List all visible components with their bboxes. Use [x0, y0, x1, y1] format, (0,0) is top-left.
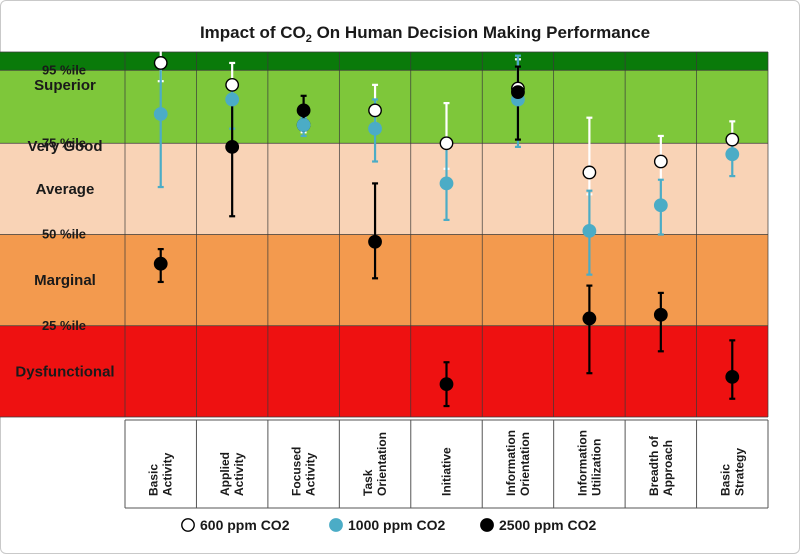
legend-marker-600-ppm-co2 [181, 518, 195, 532]
data-point-1000-ppm-co2-3 [368, 121, 382, 136]
data-point-600-ppm-co2-3 [368, 103, 382, 118]
data-point-2500-ppm-co2-8 [725, 369, 740, 384]
category-label-line: Task [361, 469, 375, 496]
category-label-line: Activity [161, 452, 175, 496]
band-label-very-good: Very Good [27, 138, 102, 155]
category-label-focused-activity: FocusedActivity [290, 447, 318, 496]
category-label-line: Utilization [589, 439, 603, 496]
band-label-marginal: Marginal [34, 272, 96, 289]
category-label-line: Initiative [440, 447, 454, 496]
data-point-600-ppm-co2-8 [725, 132, 740, 147]
category-label-line: Information [575, 430, 589, 496]
band-labels: Superior Very Good Average Marginal Dysfunct… [15, 77, 114, 380]
point-group-2500-ppm-co2-8 [729, 339, 736, 400]
category-label-basic-strategy: BasicStrategy [718, 448, 746, 496]
data-point-1000-ppm-co2-6 [582, 223, 597, 238]
category-label-line: Information [504, 430, 518, 496]
data-point-2500-ppm-co2-7 [653, 307, 668, 322]
data-point-600-ppm-co2-0 [153, 56, 168, 70]
category-label-line: Focused [290, 447, 304, 496]
category-axis: BasicActivity AppliedActivity FocusedActiv… [147, 430, 747, 496]
data-point-1000-ppm-co2-7 [653, 198, 668, 213]
percentile-label-25-ile: 25 %ile [42, 318, 86, 333]
data-point-2500-ppm-co2-4 [439, 377, 454, 392]
category-label-information-orientation: InformationOrientation [504, 430, 532, 496]
percentile-label-75-ile: 75 %ile [42, 135, 86, 150]
category-label-initiative: Initiative [440, 447, 454, 496]
category-label-breadth-of-approach: Breadth ofApproach [647, 435, 675, 496]
legend-marker-2500-ppm-co2 [480, 518, 494, 532]
category-label-task-orientation: TaskOrientation [361, 432, 389, 496]
category-label-information-utilization: InformationUtilization [575, 430, 603, 496]
category-label-line: Approach [661, 440, 675, 496]
category-label-line: Orientation [375, 432, 389, 496]
category-gridlines [0, 51, 769, 509]
chart-title: Impact of CO2 On Human Decision Making P… [200, 23, 650, 45]
legend-label-1000-ppm-co2: 1000 ppm CO2 [348, 517, 445, 533]
data-point-1000-ppm-co2-2 [296, 118, 311, 132]
data-point-2500-ppm-co2-6 [582, 311, 597, 326]
category-label-line: Applied [218, 452, 232, 496]
category-label-line: Basic [718, 464, 732, 496]
category-label-line: Activity [304, 452, 318, 496]
band-very-good [0, 70, 768, 144]
band-label-superior: Superior [34, 77, 96, 94]
category-label-line: Strategy [732, 448, 746, 496]
data-point-2500-ppm-co2-1 [225, 139, 240, 154]
band-superior [0, 52, 768, 71]
point-group-2500-ppm-co2-6 [586, 284, 593, 375]
percentile-label-50-ile: 50 %ile [42, 227, 86, 242]
category-label-line: Basic [147, 464, 161, 496]
data-point-600-ppm-co2-6 [582, 165, 597, 180]
point-group-2500-ppm-co2-3 [372, 182, 379, 280]
band-dysfunctional [0, 325, 768, 417]
data-point-2500-ppm-co2-3 [368, 234, 382, 249]
legend: 600 ppm CO2 1000 ppm CO2 2500 ppm CO2 [181, 517, 596, 533]
data-point-2500-ppm-co2-5 [511, 85, 525, 100]
data-point-1000-ppm-co2-0 [153, 107, 168, 121]
legend-marker-1000-ppm-co2 [329, 518, 343, 532]
category-label-basic-activity: BasicActivity [147, 452, 175, 496]
legend-label-600-ppm-co2: 600 ppm CO2 [200, 517, 290, 533]
data-point-600-ppm-co2-1 [225, 77, 240, 92]
data-point-1000-ppm-co2-1 [225, 92, 240, 107]
point-group-2500-ppm-co2-7 [657, 291, 664, 353]
data-point-1000-ppm-co2-4 [439, 176, 454, 191]
band-label-dysfunctional: Dysfunctional [15, 363, 114, 380]
percentile-labels: 95 %ile 75 %ile 50 %ile 25 %ile [42, 62, 86, 333]
data-point-600-ppm-co2-4 [439, 136, 454, 151]
performance-bands [0, 52, 768, 417]
category-label-applied-activity: AppliedActivity [218, 452, 246, 496]
band-label-average: Average [36, 181, 95, 198]
legend-label-2500-ppm-co2: 2500 ppm CO2 [499, 517, 596, 533]
category-label-line: Activity [232, 452, 246, 496]
category-label-line: Orientation [518, 432, 532, 496]
data-point-2500-ppm-co2-0 [153, 256, 168, 271]
category-label-line: Breadth of [647, 435, 661, 496]
data-marks [153, 43, 740, 408]
data-point-600-ppm-co2-7 [653, 154, 668, 169]
data-point-1000-ppm-co2-8 [725, 147, 740, 162]
data-point-2500-ppm-co2-2 [296, 103, 311, 118]
band-average [0, 143, 768, 235]
band-marginal [0, 234, 768, 326]
percentile-label-95-ile: 95 %ile [42, 62, 86, 77]
